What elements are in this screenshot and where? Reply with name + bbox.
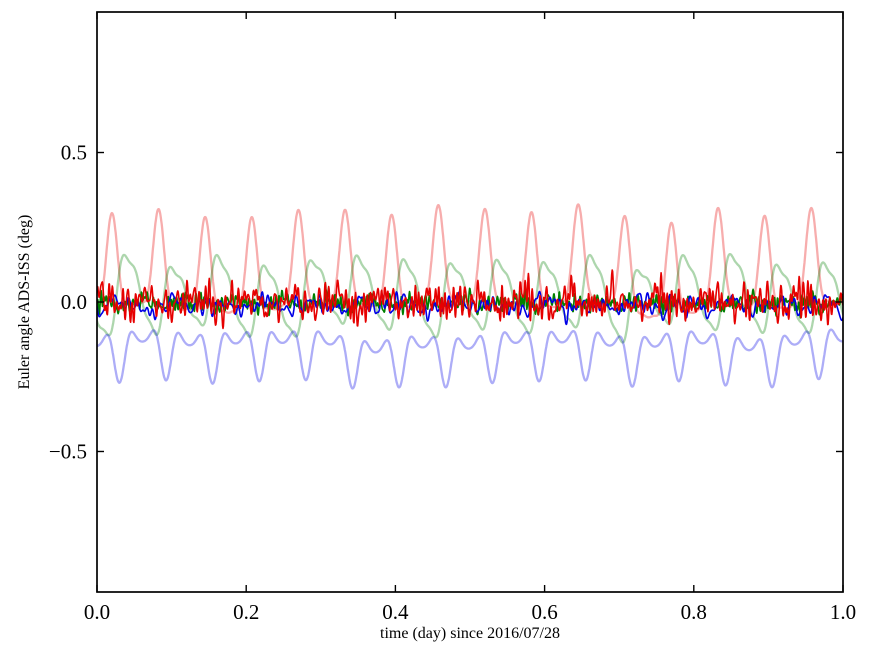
y-axis-label: Euler angle ADS-ISS (deg) (16, 214, 33, 390)
x-tick-label: 0.4 (382, 600, 409, 624)
x-tick-label: 0.6 (531, 600, 557, 624)
x-tick-label: 0.2 (233, 600, 259, 624)
y-tick-label: 0.0 (61, 290, 87, 314)
x-tick-label: 0.8 (681, 600, 707, 624)
y-tick-label: 0.5 (61, 141, 87, 165)
y-tick-label: −0.5 (49, 439, 87, 463)
series-pale-blue-model (97, 328, 843, 390)
x-tick-label: 1.0 (830, 600, 856, 624)
x-tick-label: 0.0 (84, 600, 110, 624)
x-axis-label: time (day) since 2016/07/28 (380, 625, 560, 642)
series-red-measured (97, 269, 843, 330)
